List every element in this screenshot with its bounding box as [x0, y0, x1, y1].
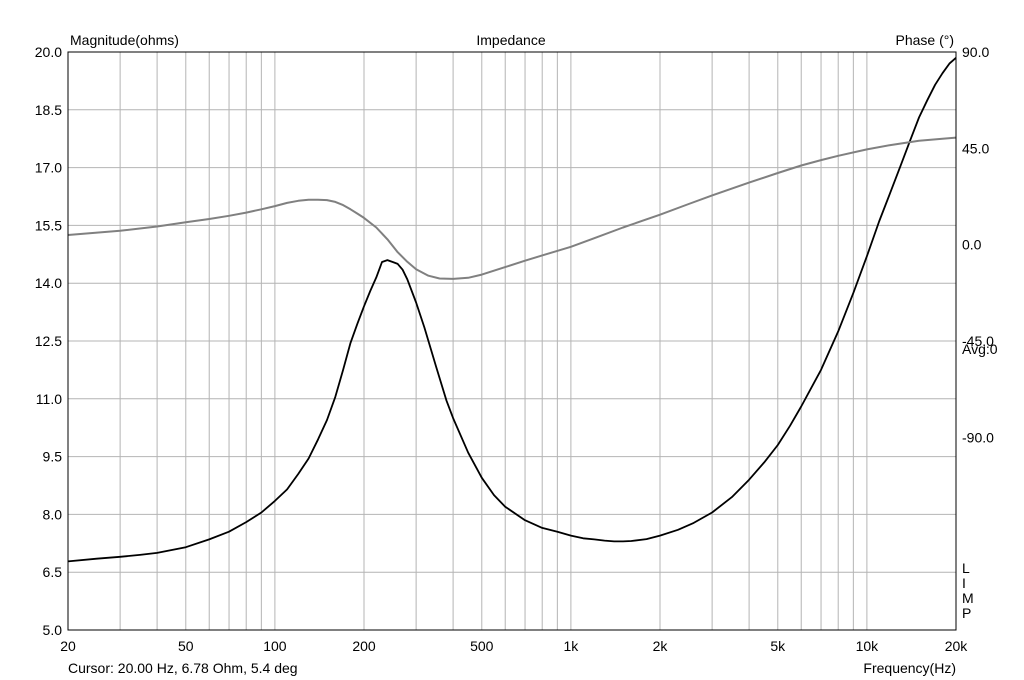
grid-lines [68, 51, 956, 631]
y-tick-label: 5.0 [43, 622, 63, 638]
chart-title: Impedance [476, 32, 545, 48]
limp-letter-m: M [962, 590, 974, 606]
phase-curve [67, 136, 957, 280]
y-tick-label: 11.0 [36, 391, 62, 407]
x-axis-title: Frequency(Hz) [863, 660, 956, 676]
x-tick-label: 20k [945, 638, 969, 654]
x-tick-label: 2k [653, 638, 669, 654]
limp-letter-p: P [962, 605, 971, 621]
magnitude-curve [67, 57, 957, 563]
x-tick-label: 200 [352, 638, 376, 654]
x-tick-label: 10k [856, 638, 880, 654]
cursor-readout: Cursor: 20.00 Hz, 6.78 Ohm, 5.4 deg [68, 660, 298, 676]
y-tick-label: 17.0 [35, 160, 62, 176]
series-layer [67, 57, 957, 563]
y-tick-label: 8.0 [43, 506, 63, 522]
y-tick-label: 15.5 [35, 217, 62, 233]
y-tick-label: 20.0 [35, 44, 62, 60]
x-tick-label: 5k [770, 638, 786, 654]
y-tick-label: 14.0 [35, 275, 62, 291]
phase-axis-title: Phase (°) [895, 32, 954, 48]
y-tick-label: 18.5 [35, 102, 62, 118]
x-tick-label: 20 [60, 638, 76, 654]
x-tick-label: 1k [563, 638, 579, 654]
x-tick-label: 500 [470, 638, 494, 654]
phase-tick-label: -45.0 [962, 333, 994, 349]
limp-letter-l: L [962, 560, 970, 576]
y-axis-title: Magnitude(ohms) [70, 32, 179, 48]
avg-annotation: Avg:0 [962, 341, 998, 357]
x-tick-label: 100 [263, 638, 287, 654]
plot-frame [67, 51, 957, 631]
phase-tick-label: -90.0 [962, 429, 994, 445]
phase-tick-label: 90.0 [962, 44, 989, 60]
x-tick-label: 50 [178, 638, 194, 654]
y-tick-label: 6.5 [43, 564, 63, 580]
y-tick-label: 12.5 [35, 333, 62, 349]
limp-letter-i: I [962, 575, 966, 591]
tick-labels: 5.0 6.5 8.0 9.5 11.0 12.5 14.0 15.5 17.0 18.5 20.0… [35, 44, 994, 654]
y-tick-label: 9.5 [43, 449, 63, 465]
phase-tick-label: 45.0 [962, 140, 989, 156]
phase-tick-label: 0.0 [962, 237, 982, 253]
